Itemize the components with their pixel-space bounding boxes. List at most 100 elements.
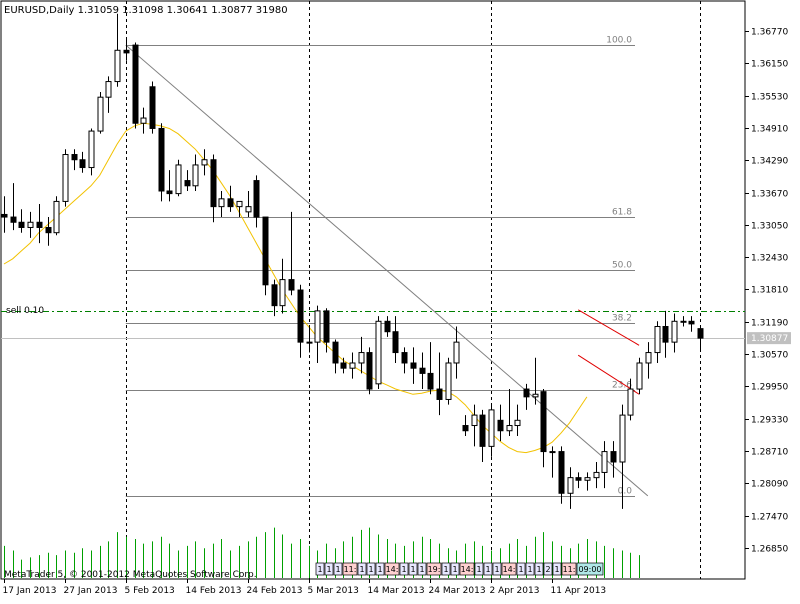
candle bbox=[575, 472, 582, 489]
trade-marker-box bbox=[483, 562, 493, 576]
candle bbox=[218, 190, 225, 218]
trade-marker: 14: bbox=[459, 562, 475, 576]
candle bbox=[462, 415, 469, 436]
candle-body-bear bbox=[132, 44, 139, 124]
trade-marker: 1 bbox=[375, 562, 385, 576]
trade-marker-label: 1 bbox=[359, 565, 364, 574]
trade-marker-label: 1 bbox=[494, 565, 499, 574]
candle-body-bear bbox=[697, 328, 704, 339]
fibonacci-level-label: 23.6 bbox=[612, 381, 632, 391]
candle-body-bull bbox=[549, 451, 556, 454]
candle bbox=[680, 316, 687, 327]
candle bbox=[627, 378, 634, 421]
trade-marker-box bbox=[561, 562, 577, 576]
candle bbox=[427, 342, 434, 395]
candle bbox=[62, 149, 69, 207]
candle bbox=[375, 316, 382, 390]
candle bbox=[192, 154, 199, 191]
candle bbox=[506, 389, 513, 436]
candle-body-bear bbox=[184, 180, 191, 187]
trade-marker: 1 bbox=[399, 562, 409, 576]
candle bbox=[297, 284, 304, 358]
candle bbox=[366, 347, 373, 395]
candle bbox=[288, 211, 295, 296]
candle-body-bear bbox=[419, 367, 426, 374]
candle-body-bull bbox=[645, 352, 652, 364]
candle-body-bull bbox=[105, 81, 112, 98]
fibonacci-level-label: 38.2 bbox=[612, 314, 632, 324]
x-tick-label: 24 Mar 2013 bbox=[429, 586, 486, 596]
trade-marker-label: 1 bbox=[452, 565, 457, 574]
trade-marker-label: 11: bbox=[563, 565, 576, 574]
candle-body-bear bbox=[479, 414, 486, 447]
candle-body-bear bbox=[158, 127, 165, 192]
candle-body-bear bbox=[575, 477, 582, 481]
candle-body-bear bbox=[166, 190, 173, 195]
y-tick-label: 1.29950 bbox=[751, 383, 788, 393]
candle-body-bull bbox=[488, 409, 495, 447]
candle bbox=[45, 217, 52, 246]
current-price-tag: 1.30877 bbox=[747, 332, 791, 345]
trade-marker: 1 bbox=[492, 562, 502, 576]
candle bbox=[654, 321, 661, 363]
x-tick-label: 11 Apr 2013 bbox=[551, 586, 607, 596]
candle-body-bear bbox=[523, 388, 530, 398]
trade-marker: 1 bbox=[366, 562, 376, 576]
trade-marker: 1 bbox=[450, 562, 460, 576]
fibonacci-level-label: 50.0 bbox=[612, 261, 632, 271]
candle-body-bull bbox=[514, 419, 521, 427]
candle bbox=[1, 196, 8, 233]
candle bbox=[323, 308, 330, 353]
y-tick-label: 1.32430 bbox=[751, 254, 788, 264]
candle bbox=[479, 409, 486, 463]
candle-body-bull bbox=[236, 200, 243, 208]
candle-body-bull bbox=[627, 388, 634, 416]
trade-marker-box bbox=[450, 562, 460, 576]
trade-marker-label: 1 bbox=[410, 565, 415, 574]
trade-marker-box bbox=[357, 562, 367, 576]
x-tick-label: 24 Feb 2013 bbox=[247, 586, 303, 596]
trade-marker: 2 bbox=[543, 562, 553, 576]
candle bbox=[332, 339, 339, 374]
candle bbox=[671, 313, 678, 353]
trade-marker: 14: bbox=[501, 562, 517, 576]
candle bbox=[584, 472, 591, 491]
candle-body-bear bbox=[71, 154, 78, 161]
trade-marker-box bbox=[492, 562, 502, 576]
trade-marker: 14: bbox=[384, 562, 400, 576]
candle bbox=[645, 342, 652, 379]
trade-marker-label: 14: bbox=[386, 565, 399, 574]
candle-body-bull bbox=[53, 200, 60, 234]
candle-body-bull bbox=[567, 477, 574, 494]
trade-marker-box bbox=[417, 562, 427, 576]
trade-marker: 1 bbox=[441, 562, 451, 576]
trade-marker-label: 1 bbox=[317, 565, 322, 574]
candle bbox=[10, 183, 17, 231]
symbol-header: EURUSD,Daily 1.31059 1.31098 1.30641 1.3… bbox=[4, 5, 288, 16]
candle bbox=[236, 200, 243, 218]
trade-marker-box bbox=[459, 562, 475, 576]
current-price-tag-bg bbox=[747, 332, 791, 345]
trade-marker-label: 1 bbox=[443, 565, 448, 574]
trade-marker: 11: bbox=[561, 562, 577, 576]
trade-marker-label: 1 bbox=[377, 565, 382, 574]
candle bbox=[97, 91, 104, 134]
current-price-tag-label: 1.30877 bbox=[751, 334, 788, 344]
candle bbox=[132, 42, 139, 129]
candle bbox=[514, 404, 521, 436]
y-tick-label: 1.31190 bbox=[751, 319, 788, 329]
candle-body-bear bbox=[323, 310, 330, 343]
candle bbox=[253, 175, 260, 228]
y-tick-label: 1.28710 bbox=[751, 448, 788, 458]
candle-body-bear bbox=[10, 216, 17, 223]
candle-body-bear bbox=[18, 221, 25, 228]
trade-marker: 1 bbox=[357, 562, 367, 576]
candle bbox=[636, 357, 643, 395]
candle-body-bull bbox=[619, 414, 626, 463]
candle bbox=[349, 352, 356, 379]
candle-body-bull bbox=[471, 414, 478, 427]
trade-marker-label: 1 bbox=[554, 565, 559, 574]
candle bbox=[567, 467, 574, 509]
trade-marker-label: 1 bbox=[476, 565, 481, 574]
